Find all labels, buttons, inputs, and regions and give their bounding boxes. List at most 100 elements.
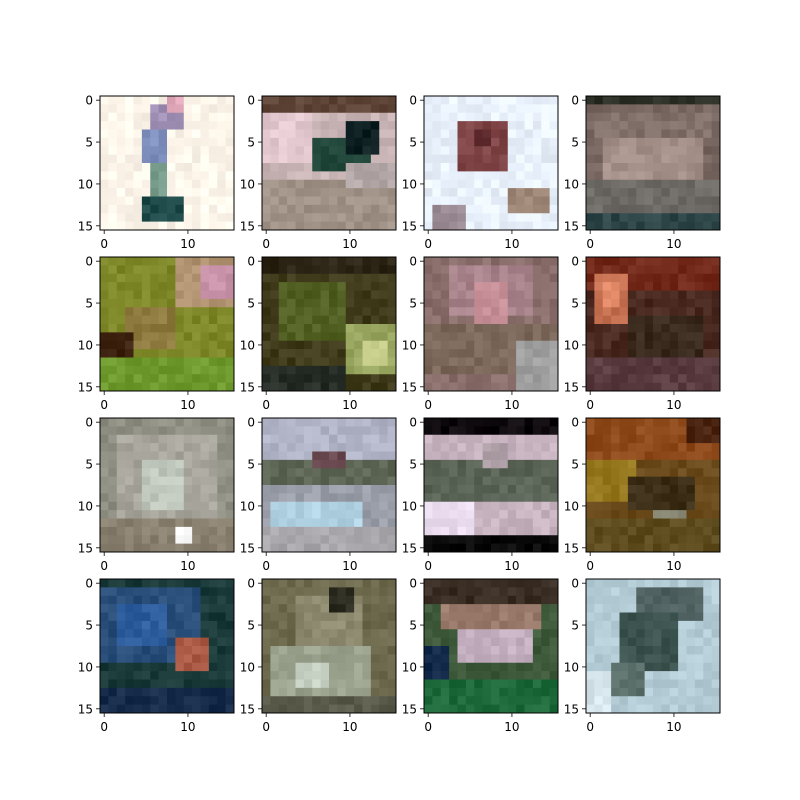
image-pixel: [669, 696, 679, 705]
image-pixel: [295, 637, 305, 647]
image-pixel: [669, 620, 679, 630]
image-pixel: [465, 434, 475, 444]
image-pixel: [100, 204, 109, 214]
image-pixel: [549, 637, 559, 647]
image-pixel: [449, 646, 458, 655]
image-pixel: [661, 620, 671, 630]
image-pixel: [192, 121, 201, 130]
image-pixel: [457, 501, 467, 511]
image-pixel: [457, 146, 467, 155]
image-pixel: [354, 526, 363, 536]
image-pixel: [108, 679, 118, 689]
image-pixel: [516, 357, 525, 367]
image-pixel: [636, 451, 645, 461]
x-tick-label: 0: [424, 398, 432, 412]
image-pixel: [711, 510, 721, 519]
image-pixel: [703, 696, 712, 705]
image-pixel: [320, 196, 330, 206]
image-pixel: [312, 595, 321, 605]
image-pixel: [636, 154, 645, 164]
image-pixel: [482, 382, 492, 392]
image-pixel: [627, 637, 637, 647]
image-pixel: [262, 163, 271, 172]
image-pixel: [661, 434, 671, 444]
image-pixel: [133, 679, 143, 689]
image-pixel: [354, 221, 363, 231]
image-pixel: [208, 204, 218, 214]
image-pixel: [499, 418, 509, 427]
image-pixel: [150, 493, 159, 503]
image-pixel: [183, 687, 193, 697]
image-pixel: [387, 96, 397, 105]
image-pixel: [653, 476, 662, 486]
image-pixel: [329, 340, 338, 350]
image-pixel: [278, 204, 288, 214]
image-pixel: [354, 646, 363, 655]
image-pixel: [686, 121, 696, 130]
image-pixel: [150, 604, 159, 613]
image-pixel: [262, 179, 271, 189]
image-pixel: [303, 459, 313, 469]
image-pixel: [703, 357, 712, 367]
image-pixel: [262, 315, 271, 325]
image-pixel: [449, 468, 458, 477]
image-pixel: [345, 443, 355, 452]
image-pixel: [440, 257, 450, 266]
image-pixel: [499, 282, 509, 291]
image-pixel: [387, 501, 397, 511]
image-pixel: [108, 468, 118, 477]
x-tick-label: 0: [262, 559, 270, 573]
image-pixel: [141, 629, 151, 638]
image-pixel: [524, 365, 534, 375]
image-pixel: [262, 646, 271, 655]
image-pixel: [329, 434, 338, 444]
image-pixel: [175, 154, 185, 164]
image-pixel: [611, 121, 620, 130]
image-pixel: [499, 687, 509, 697]
image-pixel: [217, 434, 226, 444]
image-pixel: [507, 221, 517, 231]
image-pixel: [661, 629, 671, 638]
image-pixel: [432, 579, 442, 588]
image-pixel: [432, 298, 442, 308]
image-pixel: [678, 704, 687, 714]
image-pixel: [586, 687, 595, 697]
image-pixel: [619, 196, 629, 206]
image-pixel: [133, 265, 143, 275]
image-pixel: [116, 629, 126, 638]
image-pixel: [482, 476, 492, 486]
image-pixel: [208, 704, 218, 714]
image-pixel: [362, 451, 372, 461]
image-pixel: [532, 257, 542, 266]
image-pixel: [669, 543, 679, 553]
image-pixel: [524, 451, 534, 461]
image-pixel: [669, 290, 679, 300]
image-pixel: [541, 604, 550, 613]
image-pixel: [507, 204, 517, 214]
image-pixel: [183, 646, 193, 655]
image-pixel: [491, 543, 500, 553]
x-tick-label: 10: [180, 237, 195, 251]
image-pixel: [586, 696, 595, 705]
image-pixel: [370, 434, 380, 444]
image-pixel: [141, 188, 151, 197]
image-pixel: [474, 324, 483, 333]
image-pixel: [320, 493, 330, 503]
image-pixel: [303, 315, 313, 325]
image-pixel: [491, 526, 500, 536]
image-pixel: [619, 315, 629, 325]
image-pixel: [474, 307, 483, 316]
image-pixel: [225, 129, 235, 139]
image-pixel: [183, 282, 193, 291]
image-pixel: [116, 121, 126, 130]
image-pixel: [507, 451, 517, 461]
image-pixel: [549, 307, 559, 316]
image-pixel: [208, 493, 218, 503]
image-pixel: [457, 579, 467, 588]
image-pixel: [627, 696, 637, 705]
image-pixel: [370, 662, 380, 672]
image-pixel: [594, 426, 604, 436]
image-pixel: [208, 221, 218, 231]
image-pixel: [167, 188, 176, 197]
image-pixel: [432, 501, 442, 511]
